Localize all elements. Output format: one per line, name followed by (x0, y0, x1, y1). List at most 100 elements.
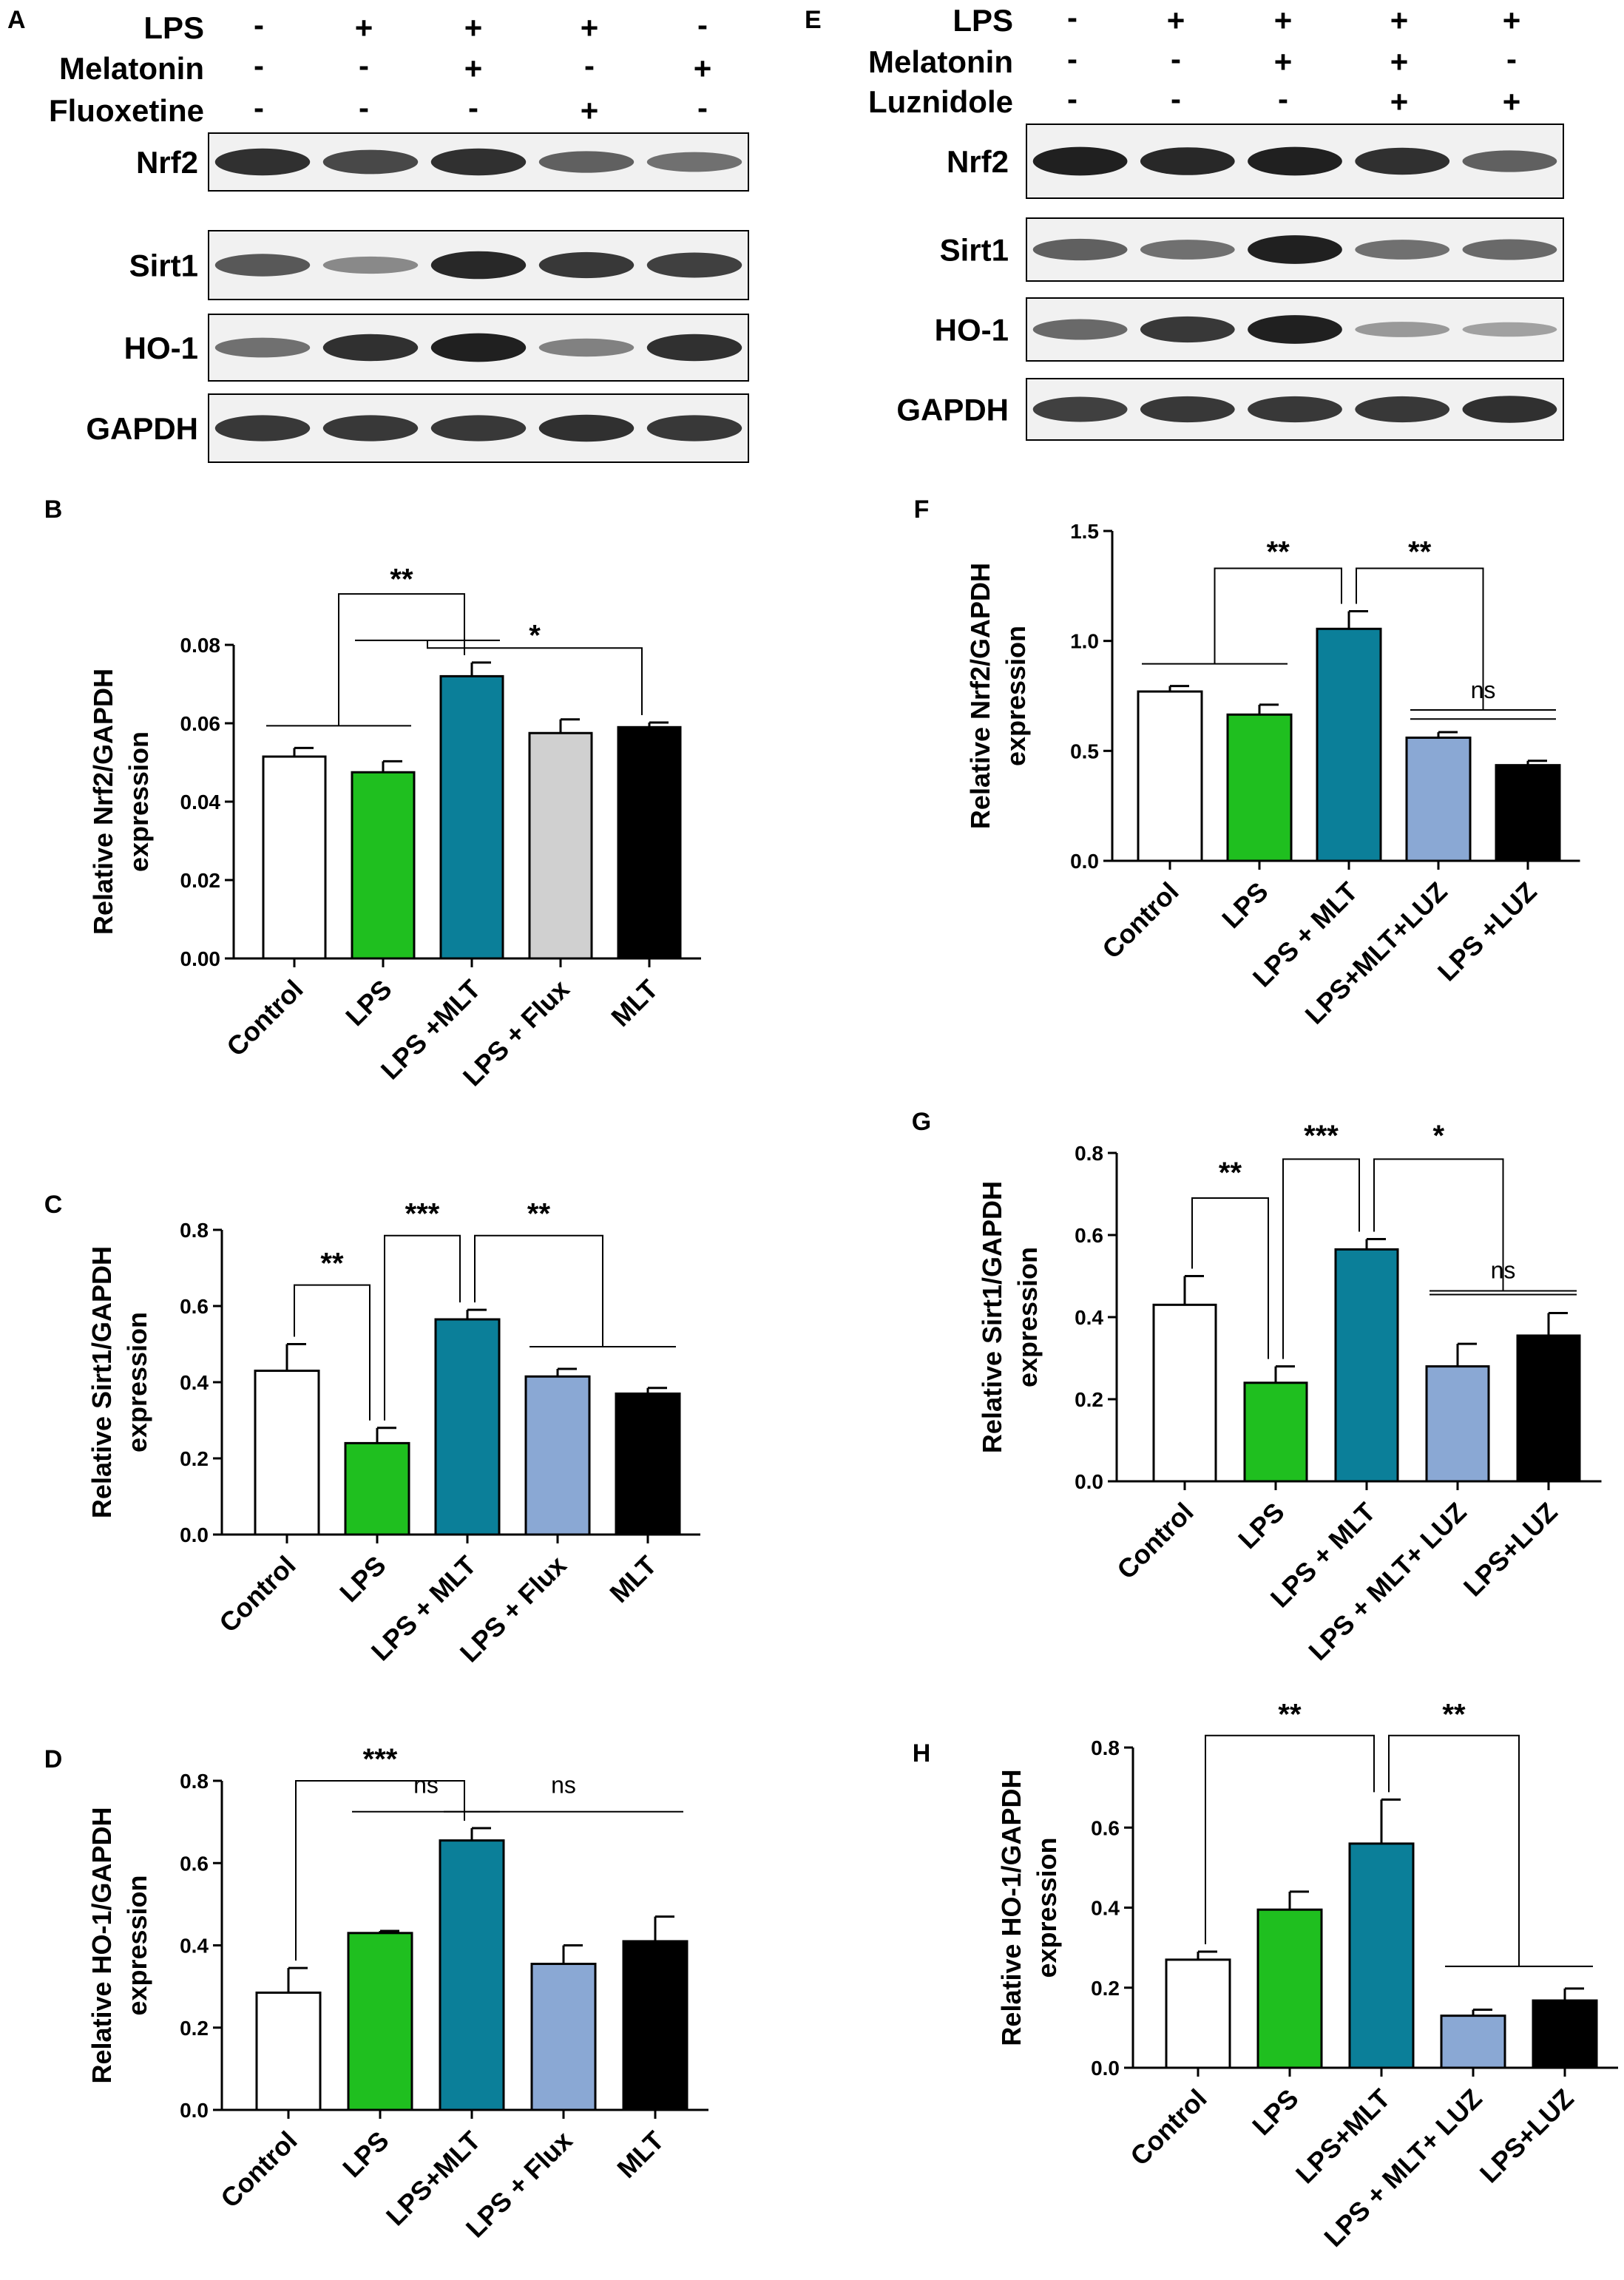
y-tick-label: 0.5 (1070, 740, 1099, 762)
bar (439, 674, 504, 960)
significance-bracket (1282, 1158, 1360, 1359)
x-tick-label: LPS+LUZ (1474, 2083, 1580, 2189)
condition-sign: - (468, 90, 478, 125)
condition-sign: + (694, 51, 712, 86)
blot-band (214, 148, 311, 176)
band-label: Nrf2 (136, 145, 198, 180)
condition-sign: - (1171, 41, 1181, 76)
band-label: Sirt1 (129, 248, 198, 283)
x-tick-label: LPS + MLT+ LUZ (1318, 2083, 1487, 2253)
significance-label: *** (405, 1197, 440, 1230)
blot-panel-e: E LPS - + + + +Melatonin - - + + -Luznidole - - - + +Nrf… (805, 0, 1564, 441)
x-tick-label: Control (214, 2125, 302, 2213)
y-tick-label: 0.0 (1075, 1470, 1103, 1493)
bar (1516, 1334, 1581, 1483)
condition-sign: - (1067, 41, 1077, 76)
blot-band (646, 334, 742, 362)
blot-panel-a: A LPS - + + + -Melatonin - - + - +Fluoxetine - - - + -Nr… (7, 6, 749, 463)
x-tick-label: Control (1124, 2083, 1212, 2171)
bar (1334, 1248, 1399, 1483)
x-tick-label: Control (1111, 1497, 1199, 1585)
significance-bracket (384, 1234, 461, 1421)
condition-sign: + (464, 10, 483, 45)
blot-band (538, 338, 635, 357)
blot-band (1032, 396, 1128, 422)
x-tick-label: LPS +LUZ (1432, 876, 1543, 987)
x-tick-label: MLT (611, 2125, 669, 2184)
blot-band (214, 415, 311, 442)
y-axis-label: expression (122, 1312, 152, 1452)
significance-label: ** (1442, 1699, 1466, 1731)
y-axis-label: expression (1012, 1247, 1043, 1387)
bar (1532, 1999, 1598, 2069)
significance-label: ** (390, 564, 413, 596)
y-tick-label: 0.08 (180, 634, 221, 657)
chart-panel-d: D Relative HO-1/GAPDH expression 0.0 0.2 0.4 0… (44, 1743, 708, 2244)
bar (262, 755, 327, 960)
y-tick-label: 0.2 (1075, 1388, 1103, 1411)
blot-band (430, 251, 527, 280)
blot-band (1032, 319, 1128, 340)
bar (1165, 1958, 1231, 2069)
x-tick-label: MLT (605, 974, 663, 1032)
x-tick-label: Control (220, 974, 308, 1062)
y-axis-label: Relative Sirt1/GAPDH (977, 1181, 1007, 1453)
x-tick-label: Control (213, 1550, 301, 1638)
panel-letter: A (7, 6, 26, 34)
bar (439, 1839, 505, 2111)
y-tick-label: 0.4 (180, 1935, 209, 1958)
y-tick-label: 0.2 (180, 2017, 209, 2040)
blot-band (322, 149, 419, 175)
bar (255, 1991, 322, 2111)
x-tick-label: Control (1096, 876, 1184, 964)
significance-label: ** (1278, 1699, 1302, 1731)
x-tick-label: LPS + MLT+ LUZ (1302, 1497, 1472, 1666)
significance-bracket (1373, 1158, 1504, 1291)
blot-band (1248, 146, 1342, 176)
significance-bracket (474, 1234, 603, 1347)
significance-bracket (427, 640, 643, 715)
bar (615, 1392, 681, 1536)
significance-bracket (1205, 1734, 1375, 1945)
significance-label: * (529, 619, 541, 652)
y-axis-label: Relative HO-1/GAPDH (87, 1807, 117, 2083)
y-tick-label: 0.6 (180, 1295, 209, 1318)
significance-label: ** (527, 1197, 551, 1230)
significance-bracket (1191, 1197, 1269, 1359)
blot-band (1248, 315, 1342, 344)
y-axis-label: expression (1032, 1837, 1062, 1978)
blot-band (322, 334, 419, 362)
y-tick-label: 0.02 (180, 869, 221, 892)
blot-band (1248, 396, 1342, 423)
significance-bracket (295, 1780, 465, 1961)
x-tick-label: MLT (603, 1550, 662, 1608)
condition-sign: + (581, 93, 599, 128)
significance-label: ns (551, 1772, 576, 1799)
y-axis-label: Relative Nrf2/GAPDH (88, 669, 118, 935)
blot-band (430, 333, 527, 362)
chart-panel-g: G Relative Sirt1/GAPDH expression 0.0 0.2 0.4… (912, 1108, 1602, 1666)
condition-label: Fluoxetine (49, 93, 204, 128)
bar (1137, 690, 1203, 862)
condition-sign: + (1274, 44, 1293, 79)
panel-letter: D (44, 1745, 63, 1773)
blot-band (1355, 147, 1450, 175)
x-tick-label: LPS (1232, 1497, 1290, 1555)
blot-band (1032, 238, 1128, 261)
y-axis-label: Relative HO-1/GAPDH (996, 1769, 1026, 2046)
y-tick-label: 1.0 (1070, 630, 1099, 653)
y-axis-label: expression (1001, 626, 1031, 766)
bar (347, 1932, 413, 2111)
x-tick-label: LPS (339, 974, 397, 1032)
y-tick-label: 0.4 (1075, 1306, 1103, 1329)
bar (1348, 1842, 1415, 2069)
blot-band (430, 148, 527, 176)
blot-band (646, 152, 742, 172)
chart-panel-h: H Relative HO-1/GAPDH expression 0.0 0.2 0.4 0… (913, 1699, 1618, 2253)
condition-sign: + (1390, 44, 1409, 79)
blot-band (538, 151, 635, 173)
x-tick-label: LPS (1246, 2083, 1304, 2141)
condition-sign: - (254, 7, 264, 42)
condition-sign: - (254, 90, 264, 125)
significance-bracket (1214, 567, 1342, 664)
